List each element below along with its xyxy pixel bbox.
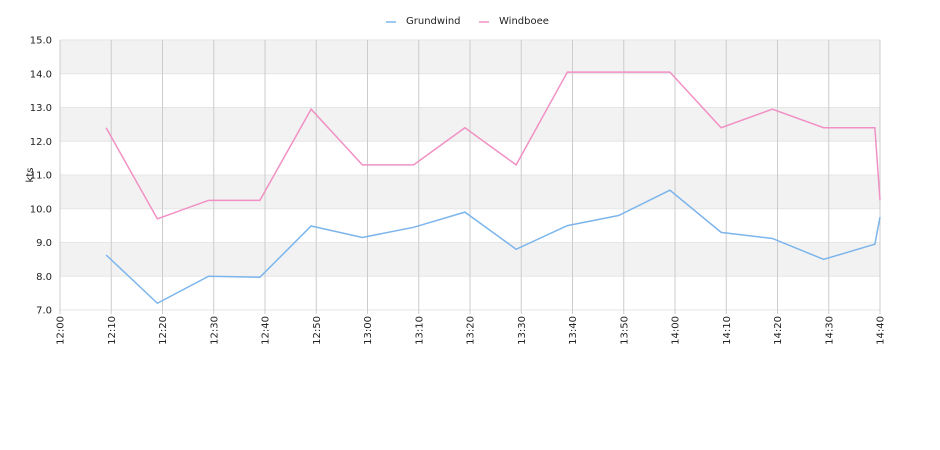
- y-tick-label: 8.0: [36, 272, 52, 283]
- series-line: [105, 189, 881, 305]
- y-tick-label: 13.0: [30, 103, 52, 114]
- legend-label: Windboee: [499, 16, 549, 27]
- y-tick-label: 12.0: [30, 137, 52, 148]
- y-tick-label: 7.0: [36, 306, 52, 317]
- x-tick-label: 14:20: [773, 316, 784, 345]
- y-tick-label: 14.0: [30, 69, 52, 80]
- x-tick-label: 13:00: [363, 316, 374, 345]
- x-tick-label: 14:30: [824, 316, 835, 345]
- x-tick-label: 13:10: [414, 316, 425, 345]
- x-tick-label: 14:10: [722, 316, 733, 345]
- x-tick-label: 14:00: [671, 316, 682, 345]
- y-axis-label: kts: [25, 168, 36, 183]
- y-tick-label: 11.0: [30, 171, 52, 182]
- y-tick-label: 9.0: [36, 238, 52, 249]
- legend-label: Grundwind: [406, 16, 461, 27]
- x-tick-label: 14:40: [876, 316, 887, 345]
- x-tick-label: 13:20: [466, 316, 477, 345]
- x-tick-label: 12:10: [107, 316, 118, 345]
- x-tick-label: 12:20: [158, 316, 169, 345]
- y-tick-label: 15.0: [30, 36, 52, 47]
- x-tick-label: 13:50: [619, 316, 630, 345]
- x-tick-label: 13:30: [517, 316, 528, 345]
- x-tick-label: 13:40: [568, 316, 579, 345]
- x-tick-label: 12:00: [56, 316, 67, 345]
- series-line: [105, 71, 881, 220]
- x-tick-label: 12:30: [209, 316, 220, 345]
- y-tick-label: 10.0: [30, 204, 52, 215]
- x-tick-label: 12:50: [312, 316, 323, 345]
- x-tick-label: 12:40: [261, 316, 272, 345]
